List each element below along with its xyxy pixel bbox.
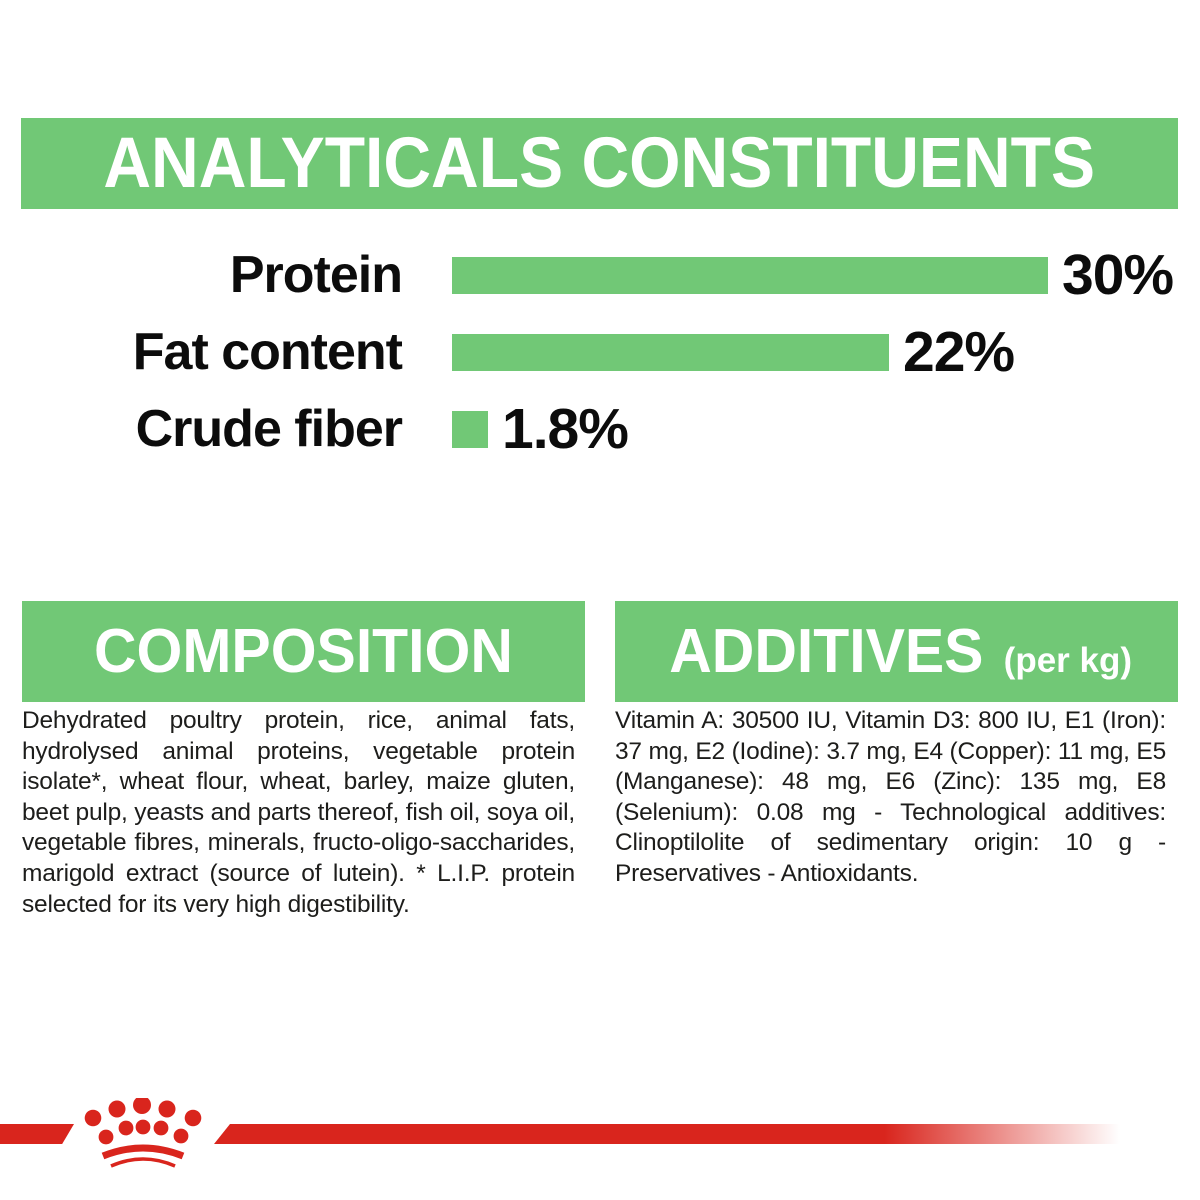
composition-title: COMPOSITION [94,617,513,686]
additives-banner: ADDITIVES (per kg) [615,601,1178,702]
chart-category-label: Crude fiber [135,400,403,458]
chart-category-label: Protein [229,246,403,304]
crown-icon [84,1098,202,1168]
chart-value-label: 30% [1062,243,1174,307]
chart-bar [452,410,488,448]
chart-value-label: 22% [903,320,1015,384]
chart-row: Crude fiber 1.8% [0,397,1200,461]
additives-body: Vitamin A: 30500 IU, Vitamin D3: 800 IU,… [615,707,1166,887]
chart-row: Fat content 22% [0,320,1200,384]
chart-value-label: 1.8% [502,397,629,461]
analyticals-banner: ANALYTICALS CONSTITUENTS [21,118,1178,209]
composition-banner: COMPOSITION [22,601,585,702]
chart-bar [452,256,1048,294]
royal-canin-crown-logo [84,1098,204,1170]
analyticals-title: ANALYTICALS CONSTITUENTS [103,124,1096,203]
additives-unit-suffix: (per kg) [1003,641,1133,680]
chart-category-label: Fat content [132,323,403,381]
additives-title: ADDITIVES [669,617,984,686]
composition-body: Dehydrated poultry protein, rice, animal… [22,707,575,918]
analytical-constituents-chart: Protein 30% Fat content 22% Crude fiber 1.8% [0,243,1200,476]
brand-ribbon-left [0,1124,74,1144]
chart-bar [452,333,889,371]
chart-row: Protein 30% [0,243,1200,307]
brand-ribbon-right [214,1124,1120,1144]
